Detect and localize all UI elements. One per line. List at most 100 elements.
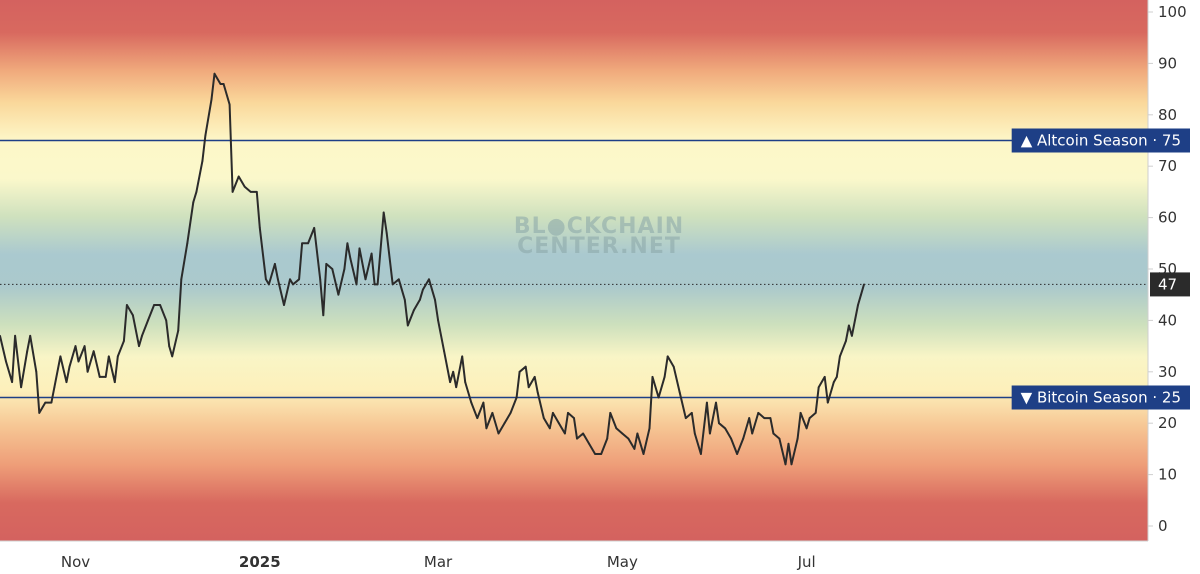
reference-tag [1011,385,1190,410]
series-point [573,417,575,419]
series-point [116,355,119,358]
series-point [370,252,373,255]
series-point [666,355,669,358]
x-tick-label: May [607,553,638,571]
series-point [609,412,612,414]
series-point [651,376,654,378]
series-point [228,103,231,106]
series-point [548,427,551,430]
series-point [364,278,367,281]
series-point [606,437,609,440]
series-point [397,278,400,281]
series-point [557,422,560,425]
series-point [757,412,760,414]
series-point [778,437,781,440]
series-point [385,232,388,234]
series-point [814,412,817,414]
series-point [331,268,334,270]
series-point [107,355,110,358]
series-point [790,463,793,466]
series-point [461,355,464,358]
series-point [301,242,304,245]
series-point [524,365,527,368]
series-point [132,314,134,317]
series-point [258,226,261,229]
series-point [542,417,545,419]
series-point [349,257,352,260]
series-point [588,442,591,445]
series-point [237,175,240,178]
series-point [724,427,726,430]
series-point [485,427,488,430]
series-point [376,283,379,286]
series-point [201,160,204,162]
series-point [763,417,766,419]
series-point [633,448,636,450]
series-point [104,376,107,378]
watermark-line-1: BL●CKCHAIN [514,214,684,239]
series-point [343,268,346,270]
reference-lines [0,139,1148,399]
series-point [65,381,68,383]
series-point [171,355,174,358]
y-tick-label: 60 [1158,209,1177,227]
series-point [482,401,485,404]
reference-tag-label: ▼ Bitcoin Season · 25 [1021,389,1181,407]
y-tick-label: 0 [1158,517,1168,535]
x-axis-panel [0,541,1200,574]
y-tick-label: 40 [1158,311,1177,329]
series-point [835,376,838,378]
series-point [59,355,62,358]
series-point [138,345,140,347]
series-point [533,376,536,378]
series-point [83,345,86,347]
series-point [805,427,808,430]
series-point [826,401,829,404]
series-point [437,319,439,322]
reference-tag-label: ▲ Altcoin Season · 75 [1021,132,1181,150]
series-point [204,134,207,137]
series-point [14,334,17,337]
watermark-line-2: CENTER.NET [517,234,681,259]
series-point [576,437,578,440]
series-point [455,386,458,389]
series-point [690,412,693,414]
series-point [337,293,340,296]
series-point [518,370,521,373]
series-point [122,340,125,342]
current-value-label: 47 [1158,275,1177,293]
series-point [277,278,279,281]
series-point [38,412,41,414]
series-point [289,278,291,281]
series-point [5,360,7,363]
series-point [165,319,168,322]
series-point [564,432,566,435]
series-point [567,412,569,414]
series-point [53,386,56,389]
series-point [77,360,80,363]
series-point [748,417,751,419]
series-point [476,417,479,419]
series-point [706,401,708,404]
series-point [307,242,310,245]
series-point [292,283,294,286]
heat-gradient-background [0,0,1148,541]
x-tick-label: 2025 [239,553,281,571]
series-point [141,334,143,337]
series-point [699,453,702,455]
series-point [159,304,162,306]
series-point [449,381,452,383]
series-point [255,191,258,193]
series-point [509,412,512,414]
series-point [742,437,745,440]
series-point [657,396,660,399]
series-point [382,211,385,214]
series-point [799,412,802,414]
x-tick-label: Mar [424,553,453,571]
series-point [391,283,394,286]
series-point [0,334,1,337]
series-point [808,417,811,419]
series-point [672,365,675,368]
series-point [823,376,826,378]
